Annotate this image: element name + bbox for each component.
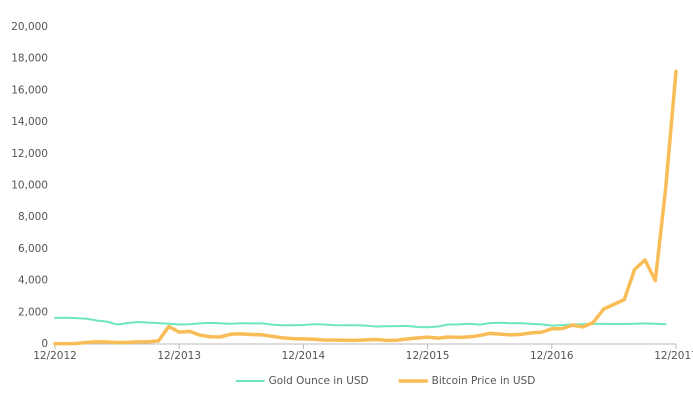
y-tick-label: 8,000 [18, 211, 48, 223]
y-tick-label: 20,000 [11, 21, 48, 33]
y-tick-label: 16,000 [11, 84, 48, 96]
x-tick-label: 12/2014 [282, 350, 326, 362]
x-tick-label: 12/2016 [530, 350, 574, 362]
y-tick-label: 14,000 [11, 116, 48, 128]
y-tick-label: 0 [41, 338, 48, 350]
y-tick-label: 10,000 [11, 180, 48, 192]
y-tick-label: 6,000 [18, 243, 48, 255]
x-tick-label: 12/2015 [406, 350, 450, 362]
y-tick-label: 2,000 [18, 306, 48, 318]
legend-label: Bitcoin Price in USD [432, 375, 536, 387]
x-tick-label: 12/2013 [157, 350, 201, 362]
legend-label: Gold Ounce in USD [269, 375, 369, 387]
series-line [53, 69, 678, 346]
y-tick-label: 4,000 [18, 275, 48, 287]
y-tick-label: 18,000 [11, 53, 48, 65]
series-line [54, 316, 667, 329]
y-tick-label: 12,000 [11, 148, 48, 160]
x-tick-label: 12/2017 [654, 350, 693, 362]
x-tick-label: 12/2012 [33, 350, 77, 362]
